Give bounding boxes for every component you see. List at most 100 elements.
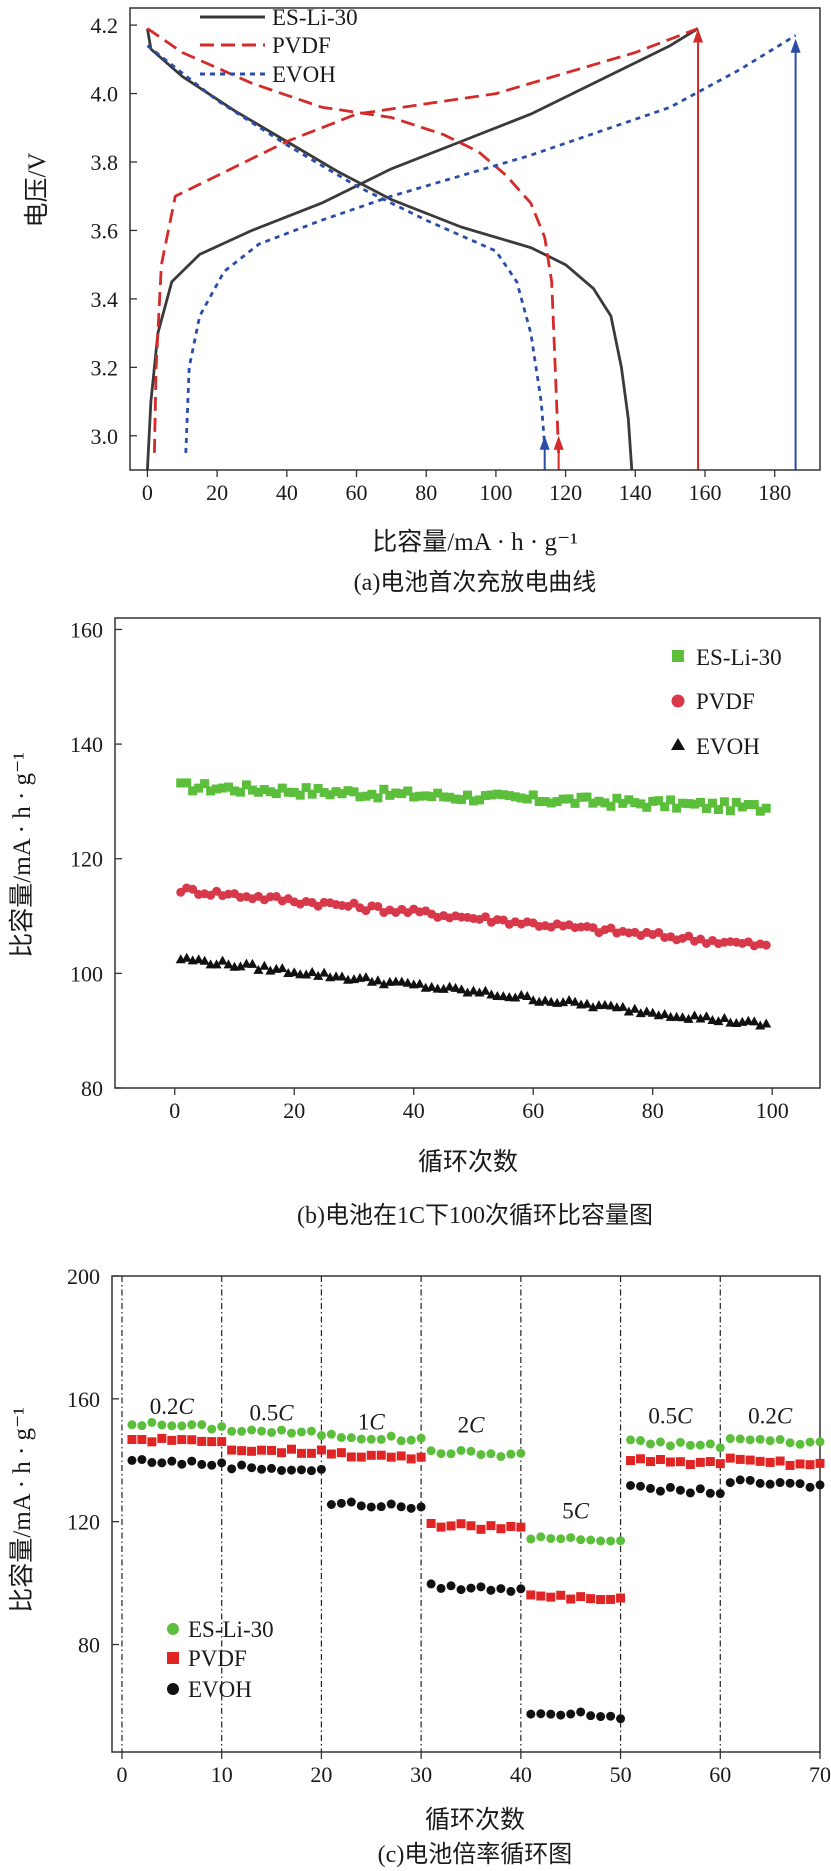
x-tick-label: 20 <box>283 1098 305 1123</box>
x-tick-label: 160 <box>689 480 722 505</box>
data-point-es-li-30 <box>355 792 365 802</box>
data-point-pvdf <box>745 1455 755 1465</box>
data-point-es-li-30 <box>474 795 484 805</box>
data-point-pvdf <box>526 1590 536 1600</box>
data-point-evoh <box>705 1488 715 1498</box>
data-point-es-li-30 <box>466 1446 476 1456</box>
data-point-evoh <box>795 1479 805 1489</box>
rate-label-unit: C <box>278 1400 294 1425</box>
data-point-evoh <box>378 979 389 989</box>
data-point-es-li-30 <box>684 799 694 809</box>
data-point-evoh <box>695 1013 706 1023</box>
legend-marker-es-li-30 <box>672 650 684 662</box>
x-tick-label: 50 <box>610 1762 632 1787</box>
panel-c-series-layer <box>127 1417 825 1724</box>
panel-a-series-layer <box>146 27 797 471</box>
data-point-evoh <box>516 989 527 999</box>
panel-a-y-axis-title: 电压/V <box>23 152 51 227</box>
data-point-pvdf <box>815 1458 825 1468</box>
data-point-evoh <box>516 1584 526 1594</box>
data-point-evoh <box>217 1458 227 1468</box>
data-point-es-li-30 <box>316 1431 326 1441</box>
rate-label-number: 5 <box>562 1499 574 1524</box>
y-tick-label: 3.8 <box>91 150 119 175</box>
data-point-es-li-30 <box>636 799 646 809</box>
data-point-pvdf <box>645 1457 655 1467</box>
data-point-es-li-30 <box>307 789 317 799</box>
data-point-es-li-30 <box>289 787 299 797</box>
data-point-es-li-30 <box>188 786 198 796</box>
legend-marker-pvdf <box>167 1652 179 1664</box>
data-point-es-li-30 <box>546 1534 556 1544</box>
data-point-es-li-30 <box>356 1434 366 1444</box>
data-point-es-li-30 <box>678 798 688 808</box>
data-point-es-li-30 <box>755 1434 765 1444</box>
data-point-es-li-30 <box>207 1424 217 1434</box>
data-point-evoh <box>402 977 413 987</box>
data-point-evoh <box>476 1582 486 1592</box>
data-point-evoh <box>522 991 533 1001</box>
data-point-es-li-30 <box>366 1434 376 1444</box>
data-point-evoh <box>785 1478 795 1488</box>
data-point-pvdf <box>655 1455 665 1465</box>
rate-label-unit: C <box>777 1403 793 1428</box>
data-point-pvdf <box>755 1456 765 1466</box>
panel-c-legend: ES-Li-30 PVDF EVOH <box>167 1617 274 1702</box>
panel-b-caption-text: (b)电池在1C下100次循环比容量图 <box>297 1202 653 1229</box>
data-point-evoh <box>307 967 318 977</box>
data-point-evoh <box>306 1466 316 1476</box>
data-point-es-li-30 <box>253 787 263 797</box>
data-point-pvdf <box>137 1435 147 1445</box>
data-point-pvdf <box>376 1450 386 1460</box>
data-point-es-li-30 <box>815 1437 825 1447</box>
data-point-pvdf <box>267 1445 277 1455</box>
panel-b-cycling-capacity: 0 20 40 60 80 100 80 100 120 140 160 ES-Li-30 PVDF… <box>8 617 821 1229</box>
data-point-evoh <box>566 1709 576 1719</box>
data-point-evoh <box>313 970 324 980</box>
data-point-pvdf <box>406 1454 416 1464</box>
data-point-es-li-30 <box>594 796 604 806</box>
data-point-evoh <box>346 1497 356 1507</box>
data-point-evoh <box>707 1015 718 1025</box>
rate-label: 0.2C <box>150 1394 195 1419</box>
data-point-evoh <box>805 1482 815 1492</box>
data-point-evoh <box>127 1455 137 1465</box>
data-point-es-li-30 <box>612 793 622 803</box>
x-tick-label: 20 <box>206 480 228 505</box>
data-point-es-li-30 <box>409 792 419 802</box>
data-point-pvdf <box>456 1519 466 1529</box>
data-point-es-li-30 <box>606 1536 616 1546</box>
data-point-es-li-30 <box>745 1435 755 1445</box>
x-tick-label: 100 <box>756 1098 789 1123</box>
data-point-es-li-30 <box>227 1426 237 1436</box>
data-point-evoh <box>599 999 610 1009</box>
data-point-es-li-30 <box>157 1420 167 1430</box>
data-point-evoh <box>564 994 575 1004</box>
data-point-pvdf <box>606 1594 616 1604</box>
data-point-pvdf <box>227 1445 237 1455</box>
data-point-es-li-30 <box>695 1440 705 1450</box>
data-point-evoh <box>181 952 192 962</box>
data-point-es-li-30 <box>492 789 502 799</box>
data-point-pvdf <box>735 1454 745 1464</box>
data-point-es-li-30 <box>761 803 771 813</box>
data-point-pvdf <box>636 1454 646 1464</box>
panel-a-arrow-layer <box>539 28 801 470</box>
y-tick-label: 3.2 <box>91 355 119 380</box>
data-point-pvdf <box>805 1460 815 1470</box>
rate-label-number: 0.2 <box>748 1403 777 1428</box>
data-point-es-li-30 <box>373 793 383 803</box>
data-point-pvdf <box>466 1521 476 1531</box>
data-point-es-li-30 <box>576 1535 586 1545</box>
data-point-evoh <box>167 1456 177 1466</box>
rate-label: 0.2C <box>748 1403 793 1428</box>
panel-a-tick-layer: 0 20 40 60 80 100 120 140 160 180 3.0 3.2 3.4 3.6 3.8 4… <box>91 13 792 505</box>
x-tick-label: 40 <box>510 1762 532 1787</box>
data-point-evoh <box>456 984 467 994</box>
data-point-es-li-30 <box>397 789 407 799</box>
data-point-evoh <box>775 1478 785 1488</box>
y-tick-label: 3.6 <box>91 218 119 243</box>
data-point-pvdf <box>207 1437 217 1447</box>
legend-marker-pvdf <box>671 694 685 708</box>
